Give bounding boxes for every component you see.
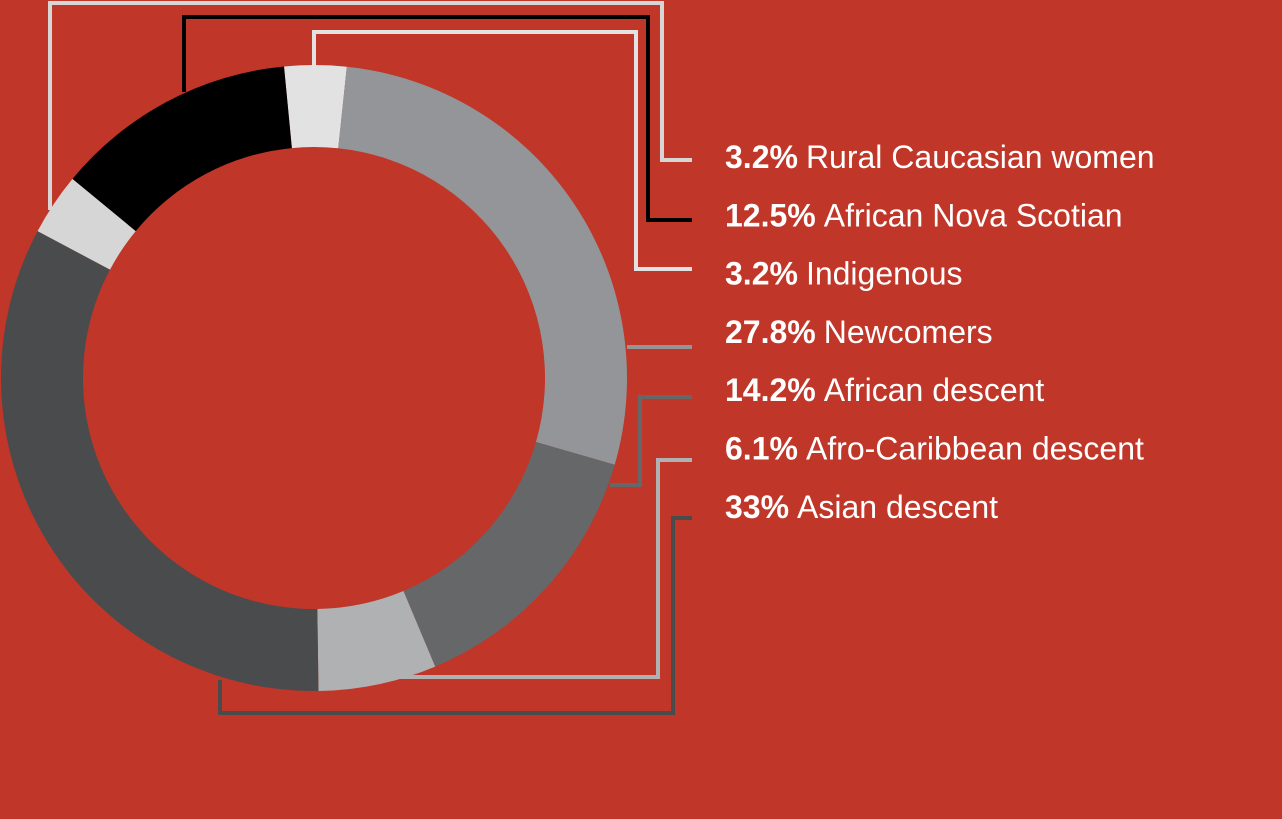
legend-value: 3.2% xyxy=(725,256,798,292)
legend-value: 14.2% xyxy=(725,373,816,409)
legend-value: 12.5% xyxy=(725,198,816,234)
legend-value: 27.8% xyxy=(725,314,816,350)
legend-entry: 3.2% Indigenous xyxy=(725,256,963,292)
donut-segment xyxy=(0,231,319,691)
legend-entry: 33% Asian descent xyxy=(725,489,998,525)
leader-line xyxy=(610,395,692,487)
donut-segment xyxy=(338,66,627,465)
legend-entry: 14.2% African descent xyxy=(725,373,1044,409)
donut-segment xyxy=(317,590,436,691)
legend-entry: 3.2% Rural Caucasian women xyxy=(725,139,1155,175)
leader-line xyxy=(218,516,692,715)
leader-line xyxy=(312,30,692,271)
leader-line xyxy=(48,1,692,210)
legend-label: African descent xyxy=(824,373,1045,409)
legend-entry: 6.1% Afro-Caribbean descent xyxy=(725,431,1144,467)
legend-entry: 27.8% Newcomers xyxy=(725,314,993,350)
legend-entry: 12.5% African Nova Scotian xyxy=(725,198,1123,234)
donut-segment xyxy=(403,442,615,667)
leader-line xyxy=(182,15,692,222)
legend-value: 6.1% xyxy=(725,431,798,467)
legend-label: Newcomers xyxy=(824,314,993,350)
legend-label: Indigenous xyxy=(806,256,963,292)
leader-line xyxy=(380,458,692,679)
legend-label: Rural Caucasian women xyxy=(806,139,1155,175)
donut-segment xyxy=(284,64,347,149)
donut-segment xyxy=(37,178,136,270)
legend-label: Asian descent xyxy=(797,489,998,525)
legend-value: 33% xyxy=(725,489,789,525)
legend-label: Afro-Caribbean descent xyxy=(806,431,1144,467)
donut-segment xyxy=(72,66,292,232)
legend-label: African Nova Scotian xyxy=(824,198,1123,234)
legend-value: 3.2% xyxy=(725,139,798,175)
